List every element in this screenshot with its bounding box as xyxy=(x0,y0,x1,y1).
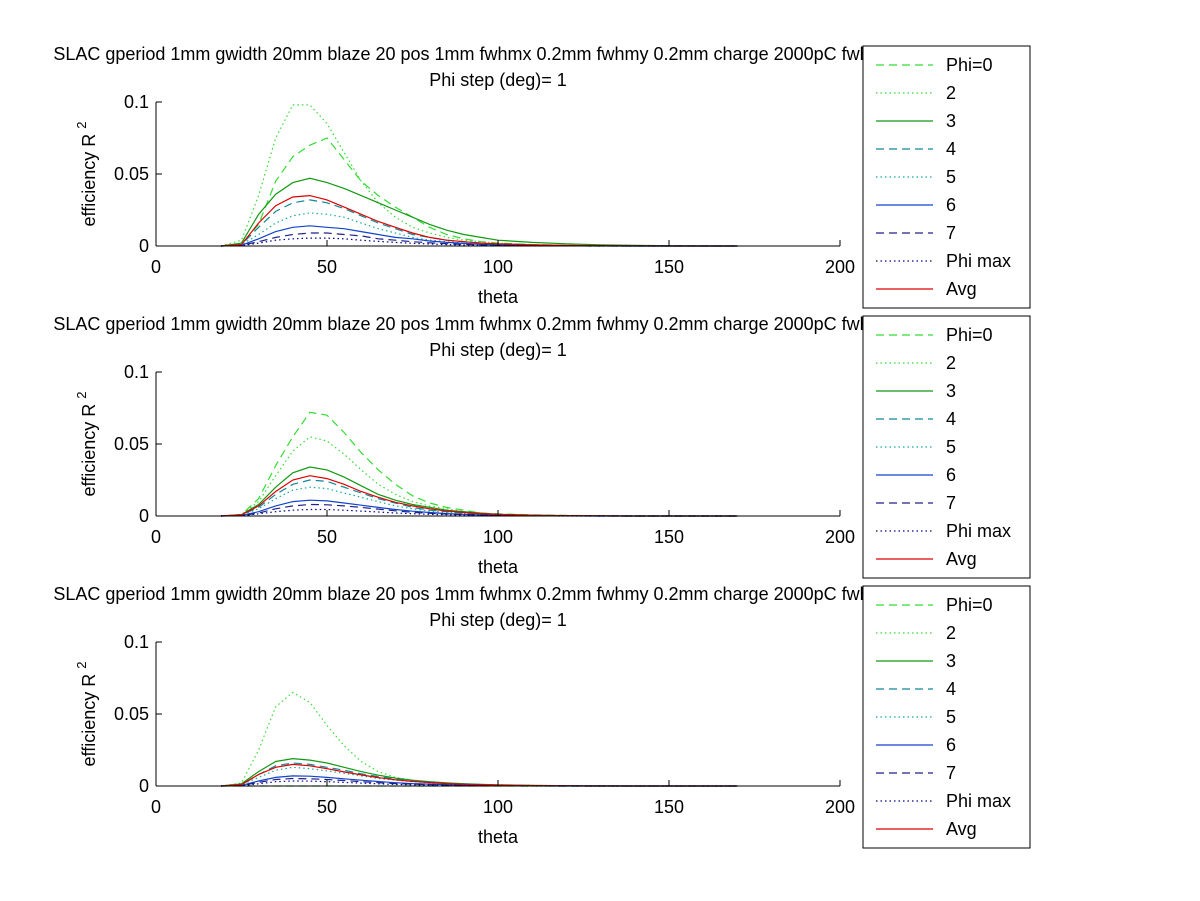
x-tick-label: 150 xyxy=(654,527,684,547)
series-line-3 xyxy=(220,177,738,247)
y-tick-label: 0 xyxy=(139,776,149,796)
y-axis-label: efficiency R 2 xyxy=(74,392,99,497)
series-group xyxy=(220,104,738,247)
legend: Phi=0 2 3 4 5 6 7 Phi max Avg xyxy=(862,45,1031,309)
series-line-3 xyxy=(220,757,738,787)
legend-label: Avg xyxy=(946,819,977,839)
y-tick-label: 0.05 xyxy=(114,164,149,184)
legend-label: Phi=0 xyxy=(946,325,993,345)
legend-label: 5 xyxy=(946,437,956,457)
legend-label: 7 xyxy=(946,763,956,783)
series-line-7 xyxy=(220,777,738,787)
x-tick-label: 200 xyxy=(825,527,855,547)
legend-label: 6 xyxy=(946,195,956,215)
legend-label: Phi max xyxy=(946,791,1011,811)
legend-label: 4 xyxy=(946,679,956,699)
legend-label: Phi max xyxy=(946,251,1011,271)
legend-label: 4 xyxy=(946,139,956,159)
y-tick-label: 0 xyxy=(139,506,149,526)
legend-label: 5 xyxy=(946,707,956,727)
x-tick-label: 200 xyxy=(825,257,855,277)
chart-title-line-1: SLAC gperiod 1mm gwidth 20mm blaze 20 po… xyxy=(53,44,942,64)
legend-label: Phi=0 xyxy=(946,595,993,615)
legend-label: 7 xyxy=(946,223,956,243)
legend-label: 6 xyxy=(946,735,956,755)
chart-title-line-2: Phi step (deg)= 1 xyxy=(429,610,567,630)
chart-title-line-1: SLAC gperiod 1mm gwidth 20mm blaze 20 po… xyxy=(53,314,942,334)
legend-label: 2 xyxy=(946,83,956,103)
x-tick-label: 200 xyxy=(825,797,855,817)
series-group xyxy=(220,691,738,787)
series-line-7 xyxy=(220,232,738,247)
y-tick-label: 0.05 xyxy=(114,434,149,454)
legend-label: 3 xyxy=(946,651,956,671)
x-axis-label: theta xyxy=(478,827,519,847)
subplot-2: SLAC gperiod 1mm gwidth 20mm blaze 20 po… xyxy=(53,314,1031,579)
series-group xyxy=(220,411,738,517)
x-axis-label: theta xyxy=(478,557,519,577)
legend-label: 2 xyxy=(946,353,956,373)
series-line-1 xyxy=(220,411,738,517)
x-tick-label: 0 xyxy=(151,527,161,547)
legend-label: 2 xyxy=(946,623,956,643)
y-tick-label: 0.1 xyxy=(124,92,149,112)
legend-label: 6 xyxy=(946,465,956,485)
x-tick-label: 50 xyxy=(317,797,337,817)
y-tick-label: 0.1 xyxy=(124,632,149,652)
series-line-5 xyxy=(220,766,738,787)
chart-title-line-2: Phi step (deg)= 1 xyxy=(429,340,567,360)
legend: Phi=0 2 3 4 5 6 7 Phi max Avg xyxy=(862,585,1031,849)
series-line-7 xyxy=(220,503,738,517)
series-line-2 xyxy=(220,436,738,517)
x-axis-label: theta xyxy=(478,287,519,307)
x-tick-label: 100 xyxy=(483,797,513,817)
legend-label: Avg xyxy=(946,549,977,569)
y-tick-label: 0 xyxy=(139,236,149,256)
legend-label: 7 xyxy=(946,493,956,513)
legend: Phi=0 2 3 4 5 6 7 Phi max Avg xyxy=(862,315,1031,579)
series-line-4 xyxy=(220,762,738,787)
series-line-9 xyxy=(220,763,738,787)
x-tick-label: 50 xyxy=(317,257,337,277)
chart-title-line-2: Phi step (deg)= 1 xyxy=(429,70,567,90)
x-tick-label: 100 xyxy=(483,257,513,277)
series-line-4 xyxy=(220,479,738,517)
y-axis-label: efficiency R 2 xyxy=(74,122,99,227)
x-tick-label: 0 xyxy=(151,797,161,817)
legend-label: Phi max xyxy=(946,521,1011,541)
x-tick-label: 150 xyxy=(654,257,684,277)
x-tick-label: 50 xyxy=(317,527,337,547)
legend-label: 5 xyxy=(946,167,956,187)
legend-label: 3 xyxy=(946,111,956,131)
legend-label: Avg xyxy=(946,279,977,299)
y-axis-label: efficiency R 2 xyxy=(74,662,99,767)
legend-label: Phi=0 xyxy=(946,55,993,75)
x-tick-label: 150 xyxy=(654,797,684,817)
chart-title-line-1: SLAC gperiod 1mm gwidth 20mm blaze 20 po… xyxy=(53,584,942,604)
series-line-3 xyxy=(220,466,738,517)
y-tick-label: 0.1 xyxy=(124,362,149,382)
series-line-2 xyxy=(220,104,738,247)
x-tick-label: 0 xyxy=(151,257,161,277)
series-line-2 xyxy=(220,691,738,787)
subplot-3: SLAC gperiod 1mm gwidth 20mm blaze 20 po… xyxy=(53,584,1031,849)
series-line-1 xyxy=(220,137,738,247)
x-tick-label: 100 xyxy=(483,527,513,547)
subplot-1: SLAC gperiod 1mm gwidth 20mm blaze 20 po… xyxy=(53,44,1031,309)
legend-label: 4 xyxy=(946,409,956,429)
legend-label: 3 xyxy=(946,381,956,401)
y-tick-label: 0.05 xyxy=(114,704,149,724)
